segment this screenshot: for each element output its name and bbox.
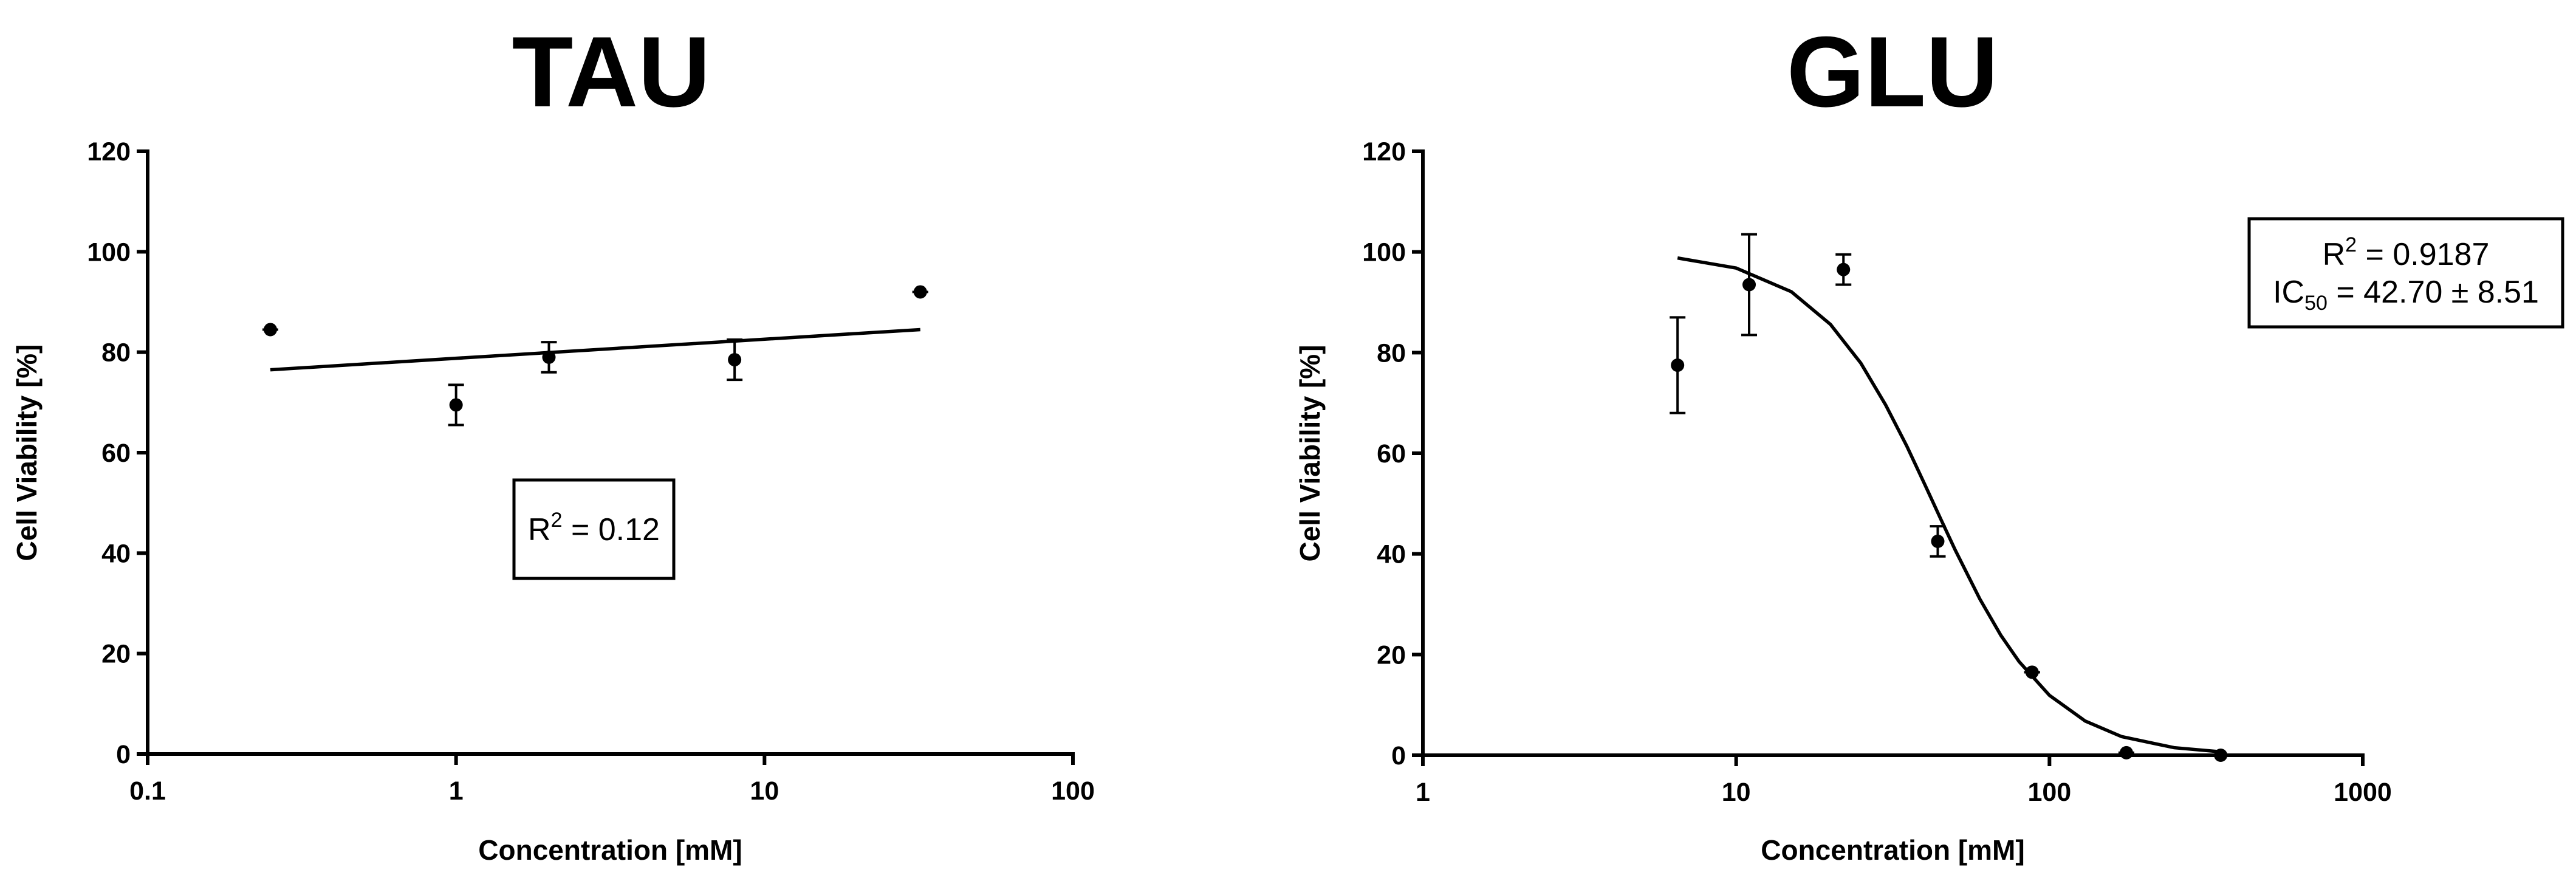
annotation-part: = 0.9187 xyxy=(2357,237,2489,272)
annotation-superscript: 2 xyxy=(551,509,563,532)
y-tick-label: 40 xyxy=(1377,540,1406,569)
data-point xyxy=(2119,746,2133,759)
data-point xyxy=(264,323,278,337)
annotation-part: R xyxy=(2323,237,2346,272)
chart-title: GLU xyxy=(1787,16,1998,128)
annotation-text: R2 = 0.9187 xyxy=(2323,233,2490,272)
y-axis-label: Cell Viability [%] xyxy=(11,344,43,561)
x-tick-label: 10 xyxy=(750,776,779,806)
y-tick-label: 120 xyxy=(87,137,131,166)
x-tick-label: 100 xyxy=(1051,776,1095,806)
data-point xyxy=(1837,262,1851,276)
annotation-superscript: 2 xyxy=(2345,233,2357,256)
data-point xyxy=(1931,534,1945,548)
y-axis-label: Cell Viability [%] xyxy=(1294,345,1326,561)
data-point xyxy=(728,353,742,367)
y-tick-label: 100 xyxy=(1362,238,1406,267)
annotation-part: = 42.70 ± 8.51 xyxy=(2328,275,2539,310)
y-tick-label: 80 xyxy=(101,338,131,368)
y-tick-label: 20 xyxy=(101,640,131,669)
y-tick-label: 100 xyxy=(87,238,131,267)
y-tick-label: 40 xyxy=(101,539,131,568)
x-tick-label: 100 xyxy=(2027,778,2071,807)
x-tick-label: 1 xyxy=(1416,778,1430,807)
y-tick-label: 0 xyxy=(1391,741,1406,770)
y-tick-label: 20 xyxy=(1377,640,1406,670)
data-point xyxy=(913,285,927,299)
data-point xyxy=(449,398,463,412)
annotation-box xyxy=(2247,217,2564,329)
y-tick-label: 80 xyxy=(1377,338,1406,368)
annotation-part: = 0.12 xyxy=(563,512,660,547)
x-axis-label: Concentration [mM] xyxy=(1761,834,2024,866)
y-tick-label: 60 xyxy=(101,439,131,468)
y-tick-label: 60 xyxy=(1377,439,1406,468)
x-tick-label: 1000 xyxy=(2334,778,2392,807)
annotation-part: IC xyxy=(2273,275,2304,310)
annotation-part: R xyxy=(528,512,551,547)
annotation-box xyxy=(512,478,676,580)
data-point xyxy=(1742,278,1756,292)
fit-curve xyxy=(270,327,920,372)
y-tick-label: 120 xyxy=(1362,137,1406,166)
y-tick-label: 0 xyxy=(116,740,131,769)
x-tick-label: 0.1 xyxy=(129,776,166,806)
fit-curve xyxy=(1677,256,2221,753)
x-axis-label: Concentration [mM] xyxy=(478,834,742,866)
chart-panel: TAU 0 20 40 60 80 100 120 0.1 1 10 100 Concentration… xyxy=(11,16,1095,866)
data-point xyxy=(2025,665,2039,679)
annotation-subscript: 50 xyxy=(2304,292,2328,315)
x-tick-label: 1 xyxy=(449,776,464,806)
x-tick-label: 10 xyxy=(1722,778,1751,807)
annotation-text: IC50 = 42.70 ± 8.51 xyxy=(2273,275,2539,315)
chart-title: TAU xyxy=(512,16,711,128)
data-point xyxy=(1671,358,1685,372)
annotation-text: R2 = 0.12 xyxy=(528,509,660,547)
